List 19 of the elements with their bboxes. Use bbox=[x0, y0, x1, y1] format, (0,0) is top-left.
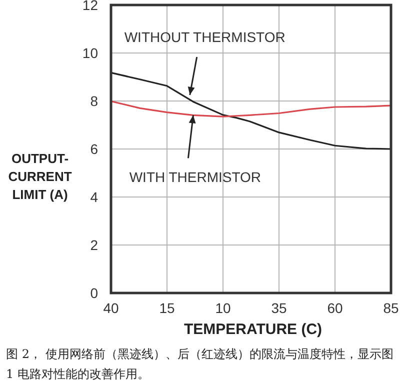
x-tick-label: 15 bbox=[159, 300, 175, 316]
x-tick-label: 10 bbox=[215, 300, 231, 316]
y-tick-label: 10 bbox=[82, 45, 98, 61]
annotation: WITH THERMISTOR bbox=[129, 169, 262, 186]
x-tick-label: 40 bbox=[103, 300, 119, 316]
line-series bbox=[110, 72, 392, 150]
y-axis-title: OUTPUT- CURRENT LIMIT (A) bbox=[8, 151, 72, 202]
y-tick-label: 12 bbox=[82, 0, 98, 13]
x-tick-label: 35 bbox=[271, 300, 287, 316]
y-tick-label: 6 bbox=[90, 141, 98, 157]
x-tick-label: 60 bbox=[327, 300, 343, 316]
y-tick-label: 2 bbox=[90, 237, 98, 253]
y-tick-label: 8 bbox=[90, 93, 98, 109]
y-tick-label: 0 bbox=[90, 285, 98, 301]
caption: 图 2， 使用网络前（黑迹线）、后（红迹线）的限流与温度特性，显示图 1 电路对性能的改善作用。 bbox=[6, 346, 394, 383]
annotation: WITHOUT THERMISTOR bbox=[124, 29, 286, 45]
y-tick-label: 4 bbox=[90, 189, 98, 205]
x-tick-label: 85 bbox=[383, 300, 399, 316]
x-axis-title: TEMPERATURE (C) bbox=[184, 321, 322, 338]
